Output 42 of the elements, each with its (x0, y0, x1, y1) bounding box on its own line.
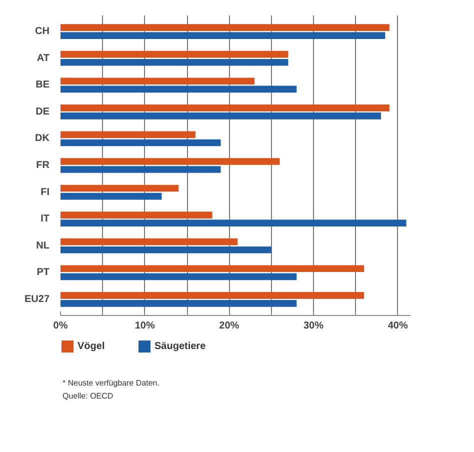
bar (60, 86, 297, 93)
y-tick-label: AT (36, 52, 50, 64)
x-tick-label: 40% (388, 320, 408, 332)
x-tick-label: 0% (53, 320, 68, 332)
bar (60, 24, 390, 31)
y-tick-label: PT (36, 267, 50, 278)
source-note: Quelle: OECD (62, 391, 114, 400)
bar (60, 265, 364, 272)
bar (60, 292, 364, 299)
bar (60, 246, 272, 254)
y-tick-label: CH (35, 26, 50, 38)
bar (60, 166, 221, 173)
bar (60, 273, 297, 280)
bar (60, 158, 280, 165)
y-tick-label: NL (36, 240, 50, 252)
y-tick-label: FR (36, 160, 50, 171)
bar (60, 238, 238, 246)
bar (60, 112, 381, 120)
y-tick-label: DK (35, 133, 50, 144)
y-tick-label: IT (40, 214, 50, 225)
x-tick-label: 10% (134, 320, 155, 332)
bar (60, 104, 390, 112)
bar (60, 131, 196, 138)
legend-label: Säugetiere (154, 341, 206, 352)
bar (60, 139, 221, 146)
x-tick-label: 20% (219, 320, 240, 332)
bar (60, 184, 179, 192)
bar (60, 220, 406, 227)
x-tick-label: 30% (304, 320, 324, 332)
y-tick-label: EU27 (24, 294, 50, 305)
bar (60, 58, 288, 66)
text: * Neuste verfügbare Daten. (62, 378, 160, 388)
y-tick-label: DE (36, 106, 50, 118)
y-tick-label: BE (36, 80, 50, 91)
legend-label: Vögel (78, 341, 105, 352)
y-tick-label: FI (40, 186, 50, 198)
bar (60, 212, 212, 218)
bar (60, 300, 297, 307)
bar (60, 50, 288, 58)
bar (60, 192, 162, 200)
bar (60, 78, 254, 85)
bar (60, 32, 386, 40)
